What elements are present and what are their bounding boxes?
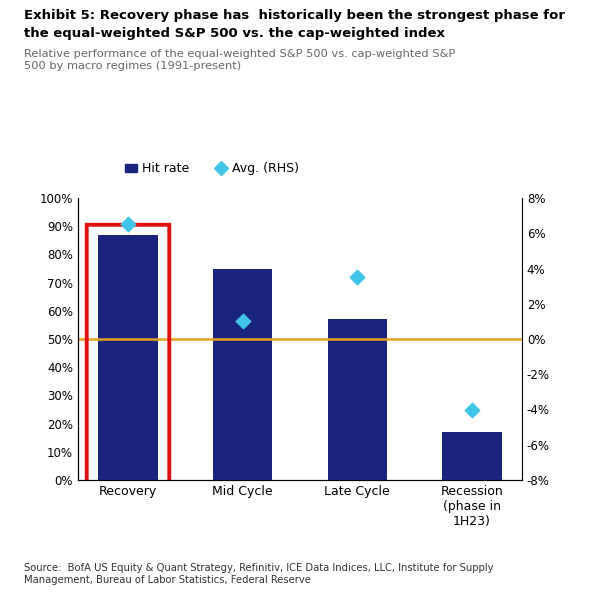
Text: Relative performance of the equal-weighted S&P 500 vs. cap-weighted S&P
500 by m: Relative performance of the equal-weight…	[24, 49, 455, 71]
Text: the equal-weighted S&P 500 vs. the cap-weighted index: the equal-weighted S&P 500 vs. the cap-w…	[24, 27, 445, 40]
Legend: Hit rate, Avg. (RHS): Hit rate, Avg. (RHS)	[120, 157, 304, 181]
Text: Exhibit 5: Recovery phase has  historically been the strongest phase for: Exhibit 5: Recovery phase has historical…	[24, 9, 565, 22]
Text: Source:  BofA US Equity & Quant Strategy, Refinitiv, ICE Data Indices, LLC, Inst: Source: BofA US Equity & Quant Strategy,…	[24, 563, 493, 585]
Bar	[328, 319, 387, 480]
Bar	[98, 235, 158, 480]
Bar	[213, 269, 272, 480]
Point	[467, 404, 477, 414]
Point	[123, 220, 133, 229]
Bar	[442, 432, 502, 480]
Point	[238, 317, 247, 326]
Point	[353, 272, 362, 282]
